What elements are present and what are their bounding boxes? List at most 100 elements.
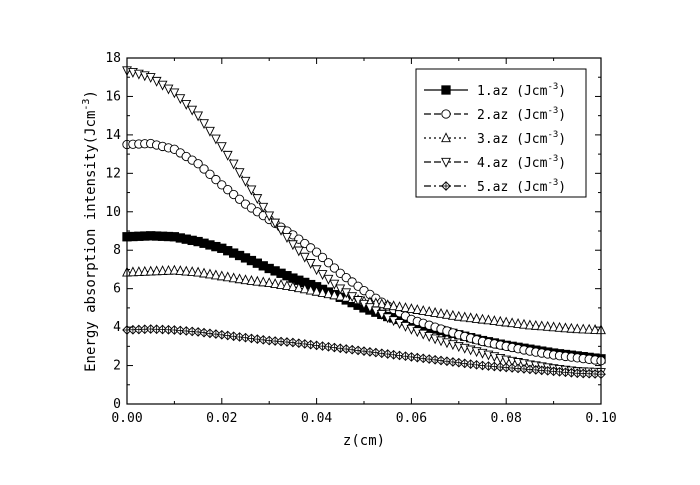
legend-label-close: ) xyxy=(558,84,566,99)
legend-label-superscript: -3 xyxy=(547,82,558,92)
series-3-marker xyxy=(560,322,571,333)
series-4-marker xyxy=(240,176,251,187)
series-3-marker xyxy=(329,289,340,300)
series-3-marker xyxy=(424,306,435,316)
x-tick-label: 0.08 xyxy=(491,411,522,426)
series-3-marker xyxy=(151,265,162,276)
series-3-marker xyxy=(513,318,523,328)
legend-marker xyxy=(441,181,451,191)
series-5-marker xyxy=(329,342,340,353)
series-4-marker xyxy=(293,246,304,257)
series-5-marker xyxy=(471,359,482,370)
legend-label-close: ) xyxy=(558,132,566,147)
series-4-marker xyxy=(317,270,328,280)
series-4-marker xyxy=(175,94,186,105)
series-2-marker xyxy=(223,185,233,195)
legend-label-superscript: -3 xyxy=(547,178,558,188)
legend-label-name: 2.az (Jcm xyxy=(477,108,548,123)
y-tick-label: 16 xyxy=(105,89,121,104)
legend-label-name: 4.az (Jcm xyxy=(477,156,548,171)
legend-marker xyxy=(441,157,451,168)
series-3-marker xyxy=(270,278,281,289)
series-5-marker xyxy=(347,344,357,355)
legend-label: 4.az (Jcm-3) xyxy=(477,154,566,171)
series-3-marker xyxy=(311,285,322,296)
series-4-marker xyxy=(193,111,204,122)
series-3-marker xyxy=(483,314,494,325)
legend-label-superscript: -3 xyxy=(547,154,558,164)
x-axis-title: z(cm) xyxy=(343,433,385,449)
series-5-marker xyxy=(270,336,280,346)
series-3-marker xyxy=(216,270,227,281)
y-axis-title-superscript: -3 xyxy=(81,99,92,111)
series-3-marker xyxy=(507,317,518,328)
series-3-marker xyxy=(471,312,482,323)
series-3-marker xyxy=(530,319,541,330)
series-4-marker xyxy=(181,99,192,110)
x-tick-label: 0.04 xyxy=(301,411,332,426)
series-5-marker xyxy=(299,339,310,349)
series-3-marker xyxy=(293,282,304,293)
series-3-marker xyxy=(335,290,346,301)
series-5-marker xyxy=(282,337,292,347)
series-5-marker xyxy=(382,349,393,359)
y-tick-label: 8 xyxy=(113,243,121,258)
legend-label: 3.az (Jcm-3) xyxy=(477,130,566,147)
series-4-marker xyxy=(305,259,316,269)
series-5-marker xyxy=(483,361,494,371)
series-4-marker xyxy=(264,211,275,222)
series-3-marker xyxy=(418,305,429,315)
series-4-marker xyxy=(216,142,227,153)
legend-marker xyxy=(441,132,451,143)
y-tick-label: 14 xyxy=(105,128,121,143)
y-tick-label: 18 xyxy=(105,51,121,66)
series-4-marker xyxy=(187,105,198,116)
legend-label-name: 1.az (Jcm xyxy=(477,84,548,99)
series-3-marker xyxy=(133,266,144,276)
series-3-marker xyxy=(193,266,204,277)
legend-label: 2.az (Jcm-3) xyxy=(477,106,566,123)
series-5-marker xyxy=(305,339,316,350)
series-2-marker xyxy=(317,252,328,263)
series-2-marker xyxy=(228,189,239,200)
series-3-marker xyxy=(548,321,559,332)
x-tick-label: 0.00 xyxy=(111,411,142,426)
series-3-marker xyxy=(554,321,565,332)
series-4-marker xyxy=(270,218,281,229)
series-5-marker xyxy=(465,359,476,369)
x-tick-label: 0.06 xyxy=(396,411,427,426)
series-3-marker xyxy=(127,266,138,277)
y-axis-title-text: Energy absorption intensity(Jcm xyxy=(83,111,99,372)
series-4-marker xyxy=(234,168,245,179)
series-3-marker xyxy=(524,319,535,330)
series-4-marker xyxy=(246,185,257,196)
series-5-marker xyxy=(371,347,381,358)
series-3-marker xyxy=(305,284,316,295)
series-5-marker xyxy=(187,326,198,337)
series-5-marker xyxy=(246,333,257,344)
legend-marker xyxy=(441,109,451,119)
series-5-marker xyxy=(448,357,458,367)
series-3-marker xyxy=(228,272,239,283)
series-3-marker xyxy=(447,309,458,320)
series-4-marker xyxy=(282,233,292,243)
series-5-marker xyxy=(317,341,328,351)
legend-label-close: ) xyxy=(558,108,566,123)
series-4-marker xyxy=(199,119,209,130)
series-3-marker xyxy=(477,313,488,324)
series-5-marker xyxy=(293,338,304,349)
legend-label: 5.az (Jcm-3) xyxy=(477,178,566,195)
series-3-marker xyxy=(519,318,529,329)
series-3-marker xyxy=(199,267,209,278)
series-4-marker xyxy=(287,240,298,251)
series-3-marker xyxy=(394,301,405,312)
series-2-marker xyxy=(234,194,245,204)
series-4-marker xyxy=(276,225,286,236)
series-4-marker xyxy=(311,265,322,276)
series-3-marker xyxy=(590,324,601,334)
legend-entry-4: 4.az (Jcm-3) xyxy=(424,154,566,171)
series-3-marker xyxy=(495,315,506,326)
series-5-marker xyxy=(163,324,174,335)
y-tick-label: 2 xyxy=(113,359,121,374)
